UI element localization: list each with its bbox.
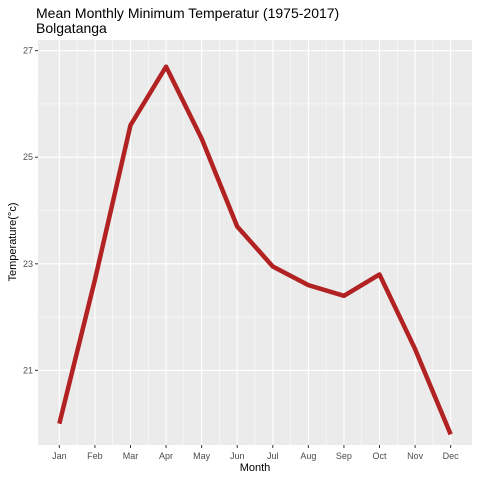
major-gridlines xyxy=(38,40,472,445)
chart-title: Mean Monthly Minimum Temperatur (1975-20… xyxy=(36,5,339,21)
series-layer xyxy=(57,64,453,436)
y-tick-label: 27 xyxy=(23,46,33,56)
x-tick-label-sep: Sep xyxy=(336,451,352,461)
y-axis-title: Temperature(°c) xyxy=(7,203,19,282)
x-tick-label-jan: Jan xyxy=(52,451,67,461)
x-axis: Jan Feb Mar Apr May Jun Jul Aug Sep Oct Nov Dec xyxy=(52,445,459,461)
chart-subtitle: Bolgatanga xyxy=(36,20,107,36)
x-tick-label-oct: Oct xyxy=(373,451,388,461)
x-tick-label-feb: Feb xyxy=(87,451,103,461)
y-tick-label: 21 xyxy=(23,365,33,375)
x-tick-label-jun: Jun xyxy=(230,451,245,461)
x-tick-label-apr: Apr xyxy=(159,451,173,461)
x-tick-label-dec: Dec xyxy=(443,451,460,461)
y-tick-label: 23 xyxy=(23,259,33,269)
x-axis-title: Month xyxy=(240,462,271,474)
y-tick-label: 25 xyxy=(23,152,33,162)
minor-gridlines xyxy=(38,40,472,445)
series-line-0 xyxy=(57,64,453,436)
x-tick-label-may: May xyxy=(193,451,211,461)
x-tick-label-aug: Aug xyxy=(300,451,316,461)
x-tick-label-nov: Nov xyxy=(407,451,424,461)
y-axis: 21 23 25 27 xyxy=(23,46,38,375)
x-tick-label-mar: Mar xyxy=(123,451,139,461)
x-tick-label-jul: Jul xyxy=(267,451,279,461)
